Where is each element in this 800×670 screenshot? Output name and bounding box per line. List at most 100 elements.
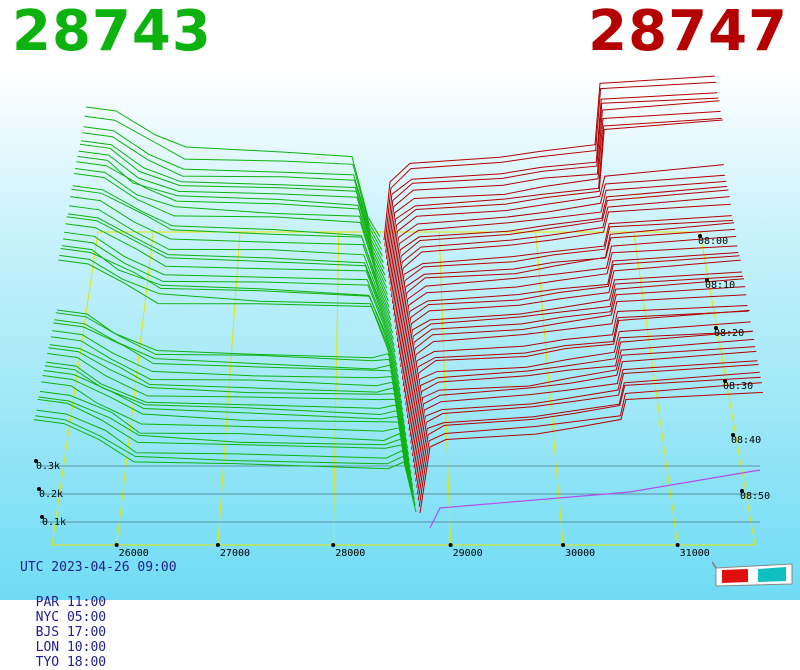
ask-depth-curve bbox=[401, 252, 739, 374]
ask-depth-curve bbox=[410, 321, 751, 444]
clock-par: PAR 11:00 bbox=[35, 595, 107, 610]
3d-glasses-icon[interactable] bbox=[712, 558, 796, 592]
ask-depth-curve bbox=[388, 117, 722, 279]
volume-tick bbox=[34, 459, 38, 463]
ask-depth-curve bbox=[416, 364, 759, 488]
ask-depth-curve bbox=[411, 331, 752, 450]
bid-depth-curve bbox=[44, 365, 409, 455]
clock-bjs: BJS 17:00 bbox=[35, 625, 107, 640]
price-gridline bbox=[633, 231, 679, 546]
axis-labels: 26000 27000 28000 29000 30000 31000 0.3k 0.2k 0.… bbox=[34, 234, 770, 559]
clock-lon: LON 10:00 bbox=[35, 640, 107, 655]
depth-curves bbox=[33, 75, 764, 529]
ask-depth-curve bbox=[391, 180, 727, 304]
ask-depth-curve bbox=[418, 382, 762, 507]
time-tick bbox=[698, 234, 702, 238]
clock-tyo: TYO 18:00 bbox=[35, 655, 107, 670]
bid-depth-curve bbox=[60, 248, 399, 372]
bid-depth-curve bbox=[47, 353, 408, 442]
ask-depth-curve bbox=[405, 278, 745, 406]
price-tick-label: 29000 bbox=[453, 548, 483, 559]
bid-depth-curve bbox=[72, 185, 390, 308]
bid-depth-curve bbox=[43, 370, 410, 461]
price-tick bbox=[561, 543, 566, 547]
bid-depth-curve bbox=[52, 330, 404, 417]
bid-depth-curve bbox=[42, 375, 411, 468]
bid-depth-curve bbox=[84, 115, 382, 244]
bid-depth-curve bbox=[69, 205, 393, 327]
ask-depth-curve bbox=[413, 346, 756, 469]
bid-depth-curve bbox=[81, 140, 384, 263]
bid-depth-curve bbox=[59, 254, 399, 378]
bid-depth-curve bbox=[70, 196, 392, 321]
bid-depth-curve bbox=[85, 106, 381, 238]
ask-depth-curve bbox=[409, 309, 750, 437]
price-gridline bbox=[438, 231, 452, 546]
time-tick-label: 08:10 bbox=[705, 280, 735, 291]
bid-depth-curve bbox=[66, 216, 394, 340]
ask-depth-curve bbox=[390, 164, 724, 291]
price-tick bbox=[448, 543, 453, 547]
bid-depth-curve bbox=[82, 132, 383, 257]
price-gridline bbox=[535, 231, 564, 546]
depth-chart: 26000 27000 28000 29000 30000 31000 0.3k 0.2k 0.… bbox=[33, 75, 770, 559]
bid-depth-curve bbox=[54, 319, 403, 404]
bid-depth-curve bbox=[49, 344, 406, 430]
bid-depth-curve bbox=[56, 309, 401, 391]
ask-depth-curve bbox=[395, 203, 731, 329]
bid-depth-curve bbox=[46, 361, 409, 449]
price-tick-label: 30000 bbox=[565, 548, 595, 559]
ask-depth-curve bbox=[415, 360, 758, 482]
ask-depth-curve bbox=[398, 228, 736, 355]
bid-depth-curve bbox=[58, 259, 400, 385]
ask-depth-curve bbox=[394, 196, 730, 323]
time-tick bbox=[723, 379, 727, 383]
bid-depth-curve bbox=[53, 322, 404, 410]
volume-tick bbox=[40, 515, 44, 519]
utc-time: UTC 2023-04-26 09:00 bbox=[20, 560, 177, 575]
time-tick-label: 08:50 bbox=[740, 491, 770, 502]
bid-depth-curve bbox=[36, 409, 415, 500]
bid-depth-curve bbox=[41, 381, 412, 474]
ask-depth-curve bbox=[419, 391, 764, 514]
bid-depth-curve bbox=[38, 396, 414, 487]
ask-depth-curve bbox=[384, 81, 717, 247]
ask-depth-curve bbox=[383, 75, 716, 241]
time-tick-label: 08:30 bbox=[723, 381, 753, 392]
ask-depth-curve bbox=[417, 371, 760, 495]
volume-tick-label: 0.1k bbox=[42, 517, 66, 528]
bid-depth-curve bbox=[83, 126, 383, 251]
ask-depth-curve bbox=[406, 294, 747, 418]
ask-price: 28747 bbox=[588, 0, 788, 64]
price-tick bbox=[215, 543, 220, 547]
price-gridline bbox=[217, 231, 241, 546]
ask-depth-curve bbox=[406, 286, 746, 412]
ask-depth-curve bbox=[402, 259, 741, 387]
ask-depth-curve bbox=[417, 376, 761, 501]
bid-depth-curve bbox=[64, 231, 396, 353]
price-tick bbox=[331, 543, 336, 547]
bid-depth-curve bbox=[61, 245, 398, 366]
time-tick-label: 08:00 bbox=[698, 236, 728, 247]
ask-depth-curve bbox=[399, 235, 737, 361]
volume-tick-label: 0.3k bbox=[36, 461, 60, 472]
ask-depth-curve bbox=[396, 215, 732, 336]
price-tick-label: 26000 bbox=[119, 548, 149, 559]
latest-ask-curve bbox=[429, 469, 761, 529]
ask-depth-curve bbox=[386, 100, 720, 266]
bid-depth-curve bbox=[62, 238, 397, 359]
ask-depth-curve bbox=[392, 185, 728, 310]
volume-tick-label: 0.2k bbox=[39, 489, 63, 500]
bid-depth-curve bbox=[78, 150, 386, 276]
bid-depth-curve bbox=[76, 161, 388, 289]
price-tick-label: 31000 bbox=[680, 548, 710, 559]
bid-depth-curve bbox=[39, 390, 413, 481]
bid-depth-curve bbox=[75, 168, 388, 295]
bid-depth-curve bbox=[33, 419, 417, 513]
ask-depth-curve bbox=[385, 92, 718, 253]
bid-price: 28743 bbox=[12, 0, 212, 64]
ask-depth-curve bbox=[404, 275, 743, 399]
bid-depth-curve bbox=[73, 173, 389, 302]
time-tick-label: 08:40 bbox=[731, 435, 761, 446]
ask-depth-curve bbox=[391, 174, 726, 298]
